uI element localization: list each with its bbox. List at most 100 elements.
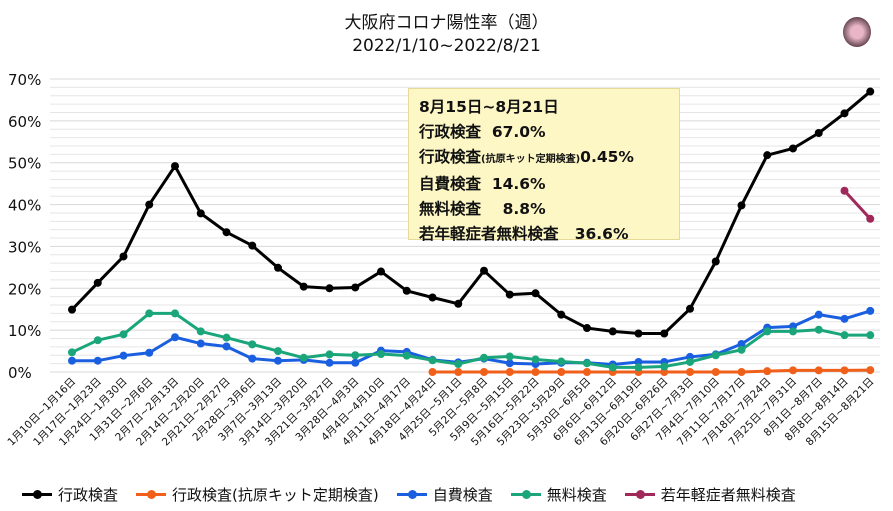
annotation-line: 行政検査(抗原キット定期検査)0.45% <box>419 148 634 166</box>
series-line-4 <box>843 189 872 220</box>
data-point-2 <box>196 339 205 348</box>
data-point-1 <box>866 366 875 375</box>
data-point-0 <box>196 209 205 218</box>
annotation-line: 若年軽症者無料検査 36.6% <box>419 225 629 243</box>
data-point-2 <box>737 339 746 348</box>
data-point-3 <box>531 355 540 364</box>
series-line-2 <box>72 309 871 366</box>
data-point-0 <box>299 282 308 291</box>
data-point-3 <box>840 331 849 340</box>
data-point-3 <box>480 353 488 362</box>
data-point-3 <box>737 345 746 354</box>
data-point-3 <box>454 360 463 369</box>
data-point-2 <box>814 310 823 319</box>
data-point-3 <box>505 352 514 361</box>
data-point-2 <box>351 358 360 367</box>
data-point-2 <box>840 314 849 323</box>
data-point-1 <box>583 368 591 376</box>
data-point-0 <box>428 293 437 302</box>
data-point-2 <box>222 342 231 351</box>
data-point-0 <box>402 286 411 295</box>
data-point-0 <box>660 329 669 338</box>
legend-swatch <box>396 490 427 499</box>
legend-swatch <box>510 490 541 499</box>
series-line-3 <box>71 311 871 369</box>
data-point-0 <box>119 252 128 261</box>
data-point-3 <box>557 357 566 366</box>
legend-swatch <box>136 490 167 499</box>
data-point-3 <box>866 331 875 340</box>
data-point-2 <box>248 354 257 363</box>
chart-subtitle: 2022/1/10~2022/8/21 <box>352 36 541 56</box>
y-tick-label: 10% <box>8 322 41 340</box>
data-point-3 <box>248 340 257 349</box>
data-point-2 <box>68 356 76 365</box>
legend-item: 自費検査 <box>396 484 493 505</box>
annotation-line: 無料検査 8.8% <box>419 200 546 218</box>
data-point-3 <box>145 309 154 318</box>
data-point-2 <box>145 348 154 357</box>
annotation-line: 自費検査 14.6% <box>419 175 546 193</box>
data-point-3 <box>119 330 128 339</box>
data-point-3 <box>325 350 334 359</box>
y-tick-label: 20% <box>8 280 41 298</box>
legend-item: 無料検査 <box>510 484 607 505</box>
data-point-2 <box>171 333 179 342</box>
data-point-3 <box>686 357 694 366</box>
data-point-0 <box>68 305 76 314</box>
legend-item: 若年軽症者無料検査 <box>624 484 796 505</box>
data-point-0 <box>93 278 102 287</box>
data-point-1 <box>557 368 566 376</box>
annotation-heading: 8月15日~8月21日 <box>419 98 559 116</box>
series-line-0 <box>70 90 872 335</box>
data-point-0 <box>763 151 772 160</box>
data-point-0 <box>866 87 875 96</box>
legend-label: 行政検査(抗原キット定期検査) <box>172 486 379 504</box>
chart-title: 大阪府コロナ陽性率（週） <box>344 13 549 33</box>
data-point-1 <box>531 368 540 376</box>
data-point-1 <box>686 368 694 376</box>
legend: 行政検査 行政検査(抗原キット定期検査) 自費検査 無料検査 若年軽症者無料検査 <box>22 484 796 505</box>
data-point-0 <box>274 263 282 272</box>
data-point-2 <box>325 358 334 367</box>
data-point-0 <box>737 201 746 210</box>
data-point-3 <box>608 363 617 372</box>
data-point-3 <box>763 327 772 336</box>
data-point-1 <box>428 368 437 376</box>
data-point-3 <box>299 353 308 362</box>
data-point-1 <box>454 368 463 376</box>
data-point-0 <box>557 310 566 319</box>
annotation-line: 行政検査 67.0% <box>419 123 546 141</box>
data-point-3 <box>68 348 76 357</box>
y-tick-label: 70% <box>8 71 41 89</box>
avatar <box>843 17 871 47</box>
data-point-3 <box>814 325 823 334</box>
data-point-0 <box>686 304 694 313</box>
data-point-0 <box>608 327 617 336</box>
data-point-3 <box>377 350 385 359</box>
y-tick-label: 30% <box>8 238 41 256</box>
legend-swatch <box>22 490 52 499</box>
data-point-3 <box>789 327 797 336</box>
data-point-3 <box>660 362 669 371</box>
data-point-0 <box>325 284 334 293</box>
data-point-3 <box>711 351 720 360</box>
data-point-0 <box>480 266 488 275</box>
series-line-1 <box>432 368 871 374</box>
data-point-3 <box>93 336 102 345</box>
data-point-0 <box>531 289 540 298</box>
data-point-3 <box>171 309 179 318</box>
data-point-4 <box>866 214 875 223</box>
legend-label: 行政検査 <box>58 486 119 504</box>
data-point-0 <box>840 109 849 118</box>
data-point-2 <box>93 356 102 365</box>
data-point-1 <box>763 367 772 376</box>
data-point-3 <box>351 351 360 360</box>
data-point-1 <box>737 368 746 376</box>
data-point-3 <box>222 333 231 342</box>
legend-label: 自費検査 <box>432 486 493 504</box>
data-point-1 <box>480 368 488 376</box>
data-point-3 <box>196 327 205 336</box>
